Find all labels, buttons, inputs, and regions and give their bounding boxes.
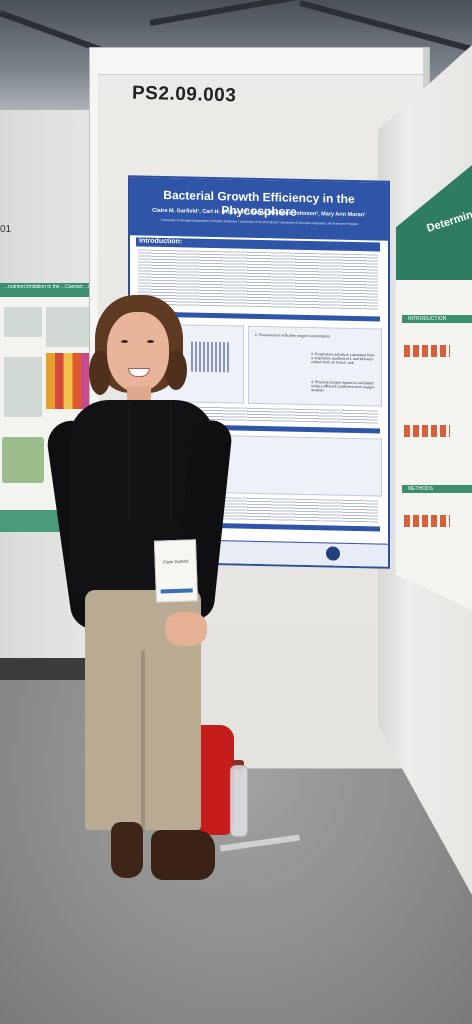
left-poster-chart xyxy=(46,353,90,409)
poster-panel-label-2: 2. Fluorescence indicates oxygen consump… xyxy=(255,332,330,339)
right-poster: Determining h... of soil ... INTRODUCTIO… xyxy=(396,165,472,610)
left-poster-map xyxy=(2,437,44,483)
presenter: Claire Garfield xyxy=(44,290,235,890)
left-wall-baseboard xyxy=(0,658,92,680)
right-poster-section-methods: METHODS xyxy=(408,486,433,492)
poster-intro-heading: Introduction: xyxy=(139,237,183,246)
left-poster-number: 01 xyxy=(0,224,12,235)
left-shoe xyxy=(111,822,143,878)
institution-seal-icon xyxy=(326,546,340,561)
water-bottle xyxy=(230,765,248,837)
poster-figure-4 xyxy=(214,435,382,497)
badge-name: Claire Garfield xyxy=(162,558,189,565)
board-code-label: PS2.09.003 xyxy=(131,82,237,107)
right-shoe xyxy=(151,830,215,880)
poster-header: Bacterial Growth Efficiency in the Phyco… xyxy=(130,177,388,241)
clasped-hands xyxy=(165,612,207,646)
left-poster-title: ...nutrient limitation in the ...Caerian… xyxy=(4,284,137,290)
poster-figure-2: 2. Fluorescence indicates oxygen consump… xyxy=(248,325,382,407)
right-poster-section-intro: INTRODUCTION xyxy=(408,316,447,322)
lanyard xyxy=(129,402,171,522)
face xyxy=(107,312,169,392)
name-badge: Claire Garfield xyxy=(153,539,199,603)
poster-panel-label-3: 3. Respiratory activity is calculated fr… xyxy=(311,352,375,365)
poster-panel-label-4: 4. Physical oxygen impact is calculated … xyxy=(311,380,375,393)
